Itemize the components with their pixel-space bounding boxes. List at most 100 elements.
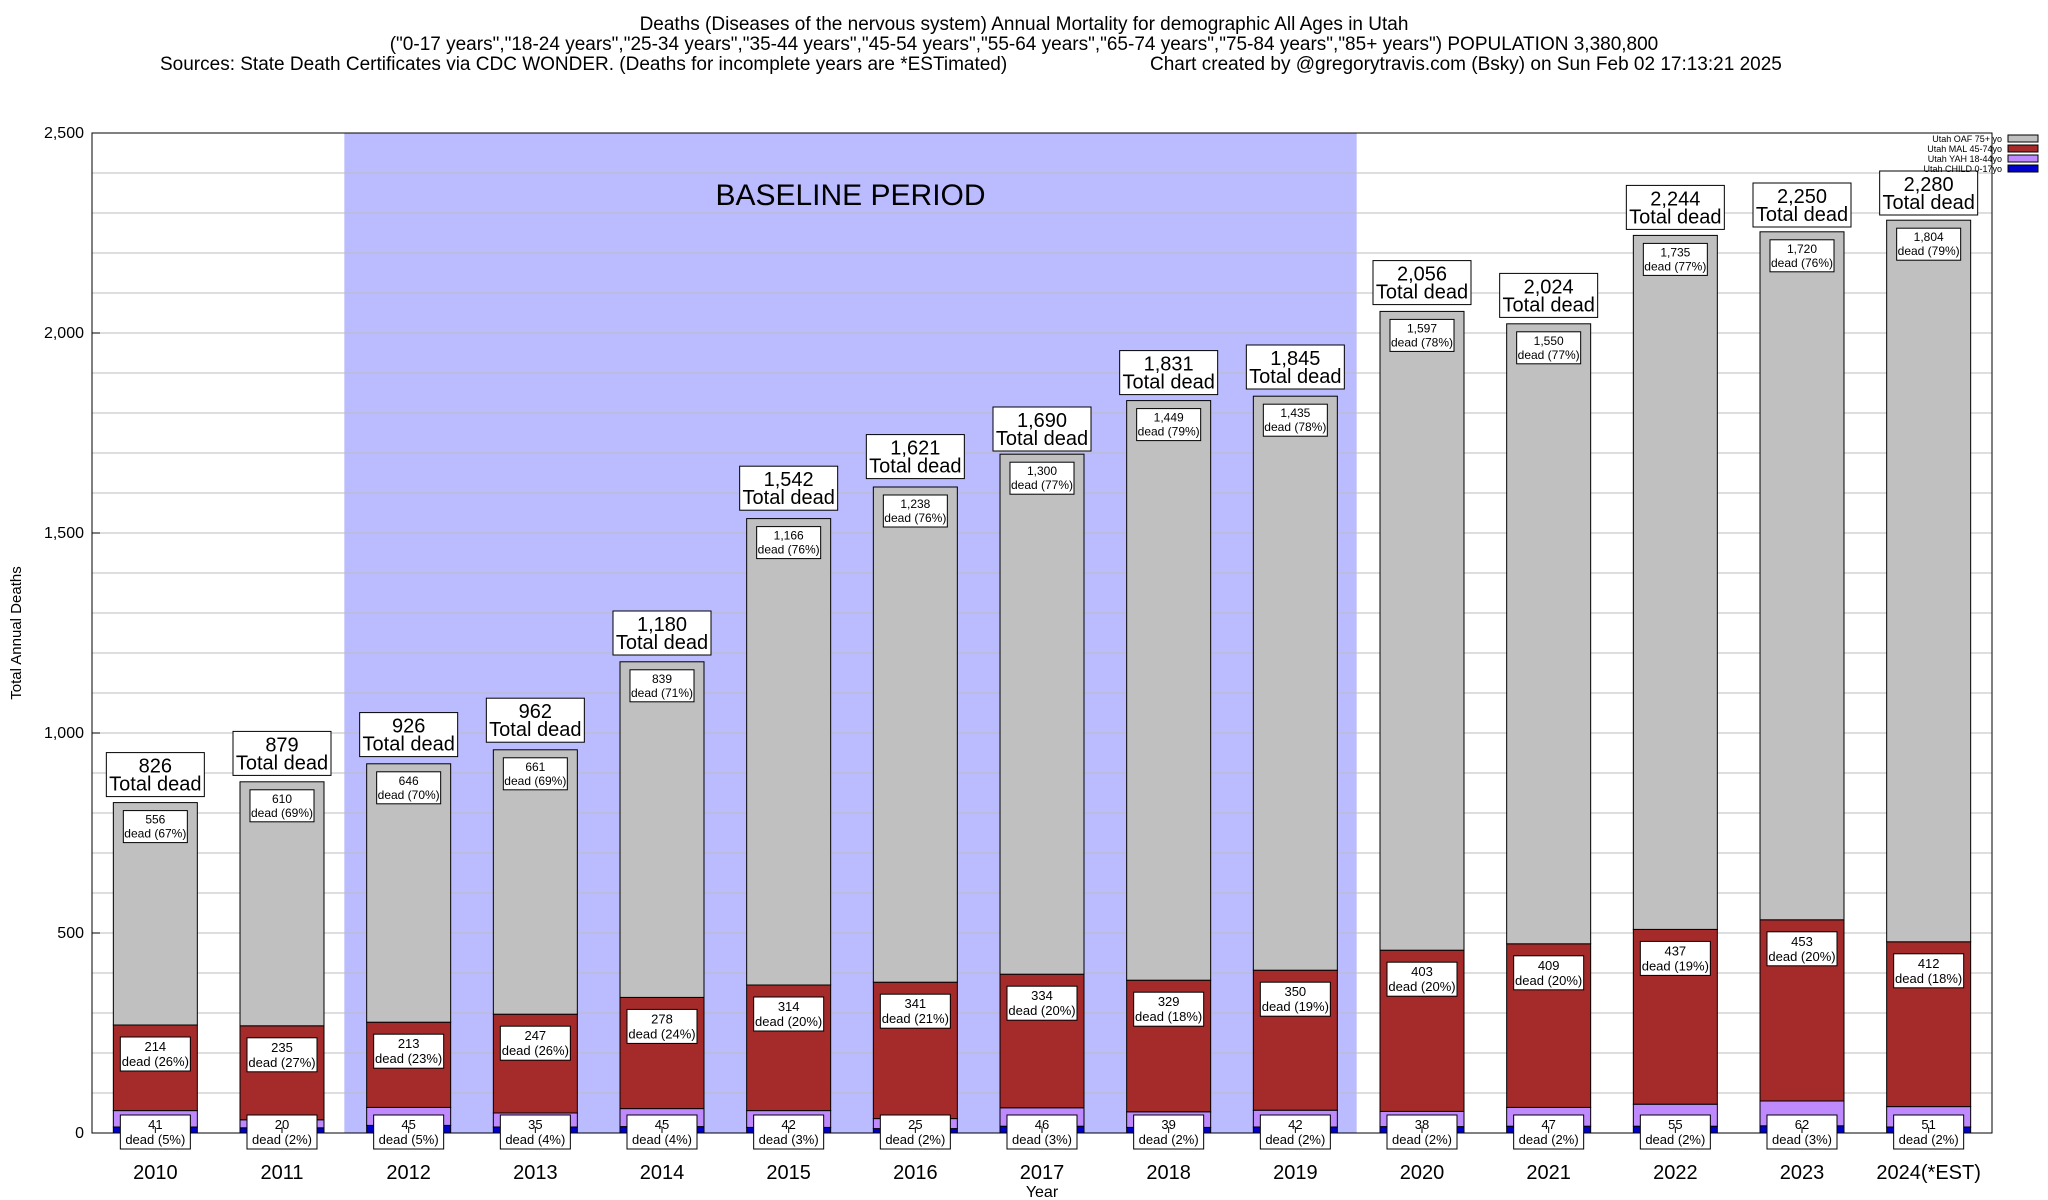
oaf-data-label: 1,300 [1027,464,1057,478]
mal-data-label: 453 [1791,934,1813,949]
legend-swatch [2007,144,2039,153]
oaf-data-label: dead (78%) [1264,420,1326,434]
x-tick-label: 2013 [513,1162,558,1184]
yah-data-label: dead (2%) [1392,1132,1452,1147]
total-label-suffix: Total dead [109,774,201,796]
oaf-data-label-box [629,669,695,703]
mal-data-label-box [1639,940,1711,976]
oaf-data-label-box [1009,461,1075,495]
total-label-box [485,697,585,743]
mal-data-label-box [753,996,825,1032]
x-tick-label: 2010 [133,1162,178,1184]
oaf-data-label-box [882,494,948,528]
mal-data-label-box [499,1025,571,1061]
oaf-data-label-box [756,526,822,560]
mal-data-label-box [626,1008,698,1044]
total-label-suffix: Total dead [869,456,961,478]
mal-data-label: 235 [271,1040,293,1055]
mal-data-label-box [1133,991,1205,1027]
mal-data-label-box [1006,985,1078,1021]
mal-data-label: dead (26%) [122,1054,189,1069]
mal-data-label-box [246,1037,318,1073]
yah-data-label: 45 [655,1117,669,1132]
total-label: 1,690 [1017,410,1067,432]
mal-data-label: 437 [1664,943,1686,958]
x-tick-label: 2015 [766,1162,811,1184]
oaf-bar-segment [872,486,958,983]
x-tick-label: 2012 [386,1162,431,1184]
mal-data-label-box [879,993,951,1029]
oaf-bar-segment [1632,234,1718,930]
mal-data-label-box [1893,953,1965,989]
mal-data-label: dead (20%) [1515,973,1582,988]
total-label-box [232,730,332,776]
oaf-data-label: 1,597 [1407,321,1437,335]
oaf-data-label-box [122,810,188,844]
mal-data-label-box [1259,981,1331,1017]
x-tick-label: 2023 [1780,1162,1825,1184]
oaf-data-label: dead (67%) [124,827,186,841]
mal-data-label: dead (27%) [248,1055,315,1070]
total-label: 879 [265,734,298,756]
legend-swatch [2007,154,2039,163]
oaf-data-label: 1,238 [900,497,930,511]
oaf-data-label: 1,166 [774,529,804,543]
total-label-suffix: Total dead [996,428,1088,450]
total-label: 2,024 [1524,276,1574,298]
mal-data-label: 329 [1158,994,1180,1009]
total-label-suffix: Total dead [1756,204,1848,226]
legend-label: Utah MAL 45-74yo [1927,144,2002,154]
oaf-bar-segment [1126,400,1212,981]
oaf-data-label: dead (71%) [631,686,693,700]
x-tick-label: 2022 [1653,1162,1698,1184]
mal-data-label: dead (20%) [1008,1003,1075,1018]
oaf-data-label: 661 [525,760,545,774]
x-tick-label: 2018 [1146,1162,1191,1184]
oaf-data-label: dead (79%) [1898,244,1960,258]
yah-data-label: dead (3%) [1772,1132,1832,1147]
yah-data-label: 55 [1668,1117,1682,1132]
x-tick-label: 2016 [893,1162,938,1184]
total-label: 1,831 [1144,354,1194,376]
oaf-data-label-box [1896,227,1962,261]
total-label-suffix: Total dead [489,719,581,741]
total-label: 2,056 [1397,264,1447,286]
total-label-suffix: Total dead [1123,372,1215,394]
oaf-data-label: 556 [145,813,165,827]
oaf-data-label: dead (78%) [1391,335,1453,349]
total-label-box [992,406,1092,452]
mal-data-label: dead (18%) [1895,971,1962,986]
oaf-data-label: dead (69%) [504,774,566,788]
oaf-data-label: 646 [399,774,419,788]
oaf-data-label-box [1516,331,1582,365]
total-label-box [1119,350,1219,396]
legend-swatch [2007,164,2039,173]
total-label-box [1499,272,1599,318]
mal-data-label-box [1513,955,1585,991]
oaf-data-label-box [1262,403,1328,437]
yah-data-label: dead (2%) [1645,1132,1705,1147]
y-tick-label: 2,000 [44,325,84,342]
mal-data-label: dead (20%) [1388,979,1455,994]
legend-swatch [2007,134,2039,143]
oaf-data-label: 1,735 [1660,245,1690,259]
total-label-box [1372,260,1472,306]
total-label-suffix: Total dead [616,632,708,654]
total-label-box [1879,170,1979,216]
yah-data-label: 20 [275,1117,289,1132]
oaf-bar-segment [619,661,705,998]
total-label-suffix: Total dead [1376,282,1468,304]
mal-data-label: dead (19%) [1642,958,1709,973]
oaf-bar-segment [366,763,452,1023]
x-tick-label: 2024(*EST) [1876,1162,1981,1184]
oaf-data-label: dead (76%) [884,511,946,525]
oaf-data-label: dead (76%) [758,543,820,557]
total-label: 1,621 [890,438,940,460]
total-label-suffix: Total dead [1249,366,1341,388]
total-label: 826 [139,756,172,778]
chart-source: Sources: State Death Certificates via CD… [160,54,1008,75]
total-label: 2,250 [1777,186,1827,208]
mal-data-label: dead (18%) [1135,1009,1202,1024]
yah-data-label: dead (3%) [1012,1132,1072,1147]
yah-data-label: 47 [1541,1117,1555,1132]
